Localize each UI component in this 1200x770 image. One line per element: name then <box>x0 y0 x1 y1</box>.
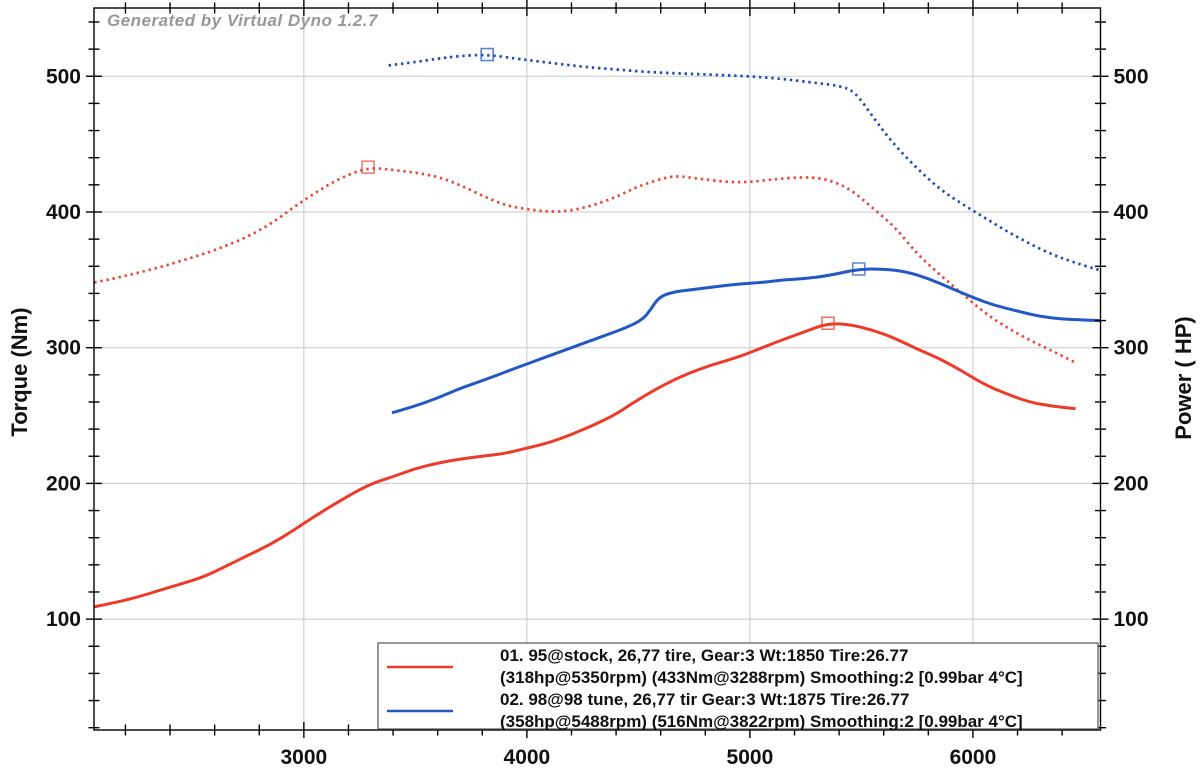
legend-box <box>377 642 1099 730</box>
x-tick-label: 6000 <box>950 746 997 769</box>
y-tick-label-left: 100 <box>46 608 81 631</box>
x-tick-label: 4000 <box>504 746 551 769</box>
left-axis-title: Torque (Nm) <box>7 307 32 437</box>
y-tick-label-left: 200 <box>46 472 81 495</box>
y-tick-label-left: 500 <box>46 65 81 88</box>
y-tick-label-right: 300 <box>1114 337 1149 360</box>
legend-entry-title: 01. 95@stock, 26,77 tire, Gear:3 Wt:1850… <box>500 646 908 665</box>
series-run1-power-hp <box>93 322 1076 609</box>
legend-entry-detail: (358hp@5488rpm) (516Nm@3822rpm) Smoothin… <box>500 712 1023 731</box>
peak-marker-run2-torque-nm <box>480 47 494 62</box>
series-run1-torque-nm <box>93 167 1077 364</box>
y-tick-label-right: 200 <box>1114 472 1149 495</box>
y-tick-label-left: 400 <box>46 201 81 224</box>
peak-marker-run1-torque-nm <box>361 160 375 174</box>
x-tick-label: 3000 <box>281 746 328 769</box>
plot-border <box>93 7 1102 731</box>
legend: 01. 95@stock, 26,77 tire, Gear:3 Wt:1850… <box>377 642 1099 731</box>
legend-entry-title: 02. 98@98 tune, 26,77 tir Gear:3 Wt:1875… <box>500 690 909 709</box>
tick-labels: 3000 4000 5000 6000 100 100 200 200 300 300 400 400… <box>46 65 1149 769</box>
axis-ticks <box>86 0 1109 738</box>
right-axis-title: Power ( HP) <box>1171 316 1196 440</box>
y-tick-label-left: 300 <box>46 337 81 360</box>
peak-marker-run2-power-hp <box>851 262 866 276</box>
legend-entry-detail: (318hp@5350rpm) (433Nm@3288rpm) Smoothin… <box>500 668 1023 687</box>
x-tick-label: 5000 <box>727 746 774 769</box>
y-tick-label-right: 100 <box>1114 608 1149 631</box>
y-tick-label-right: 500 <box>1114 65 1149 88</box>
y-tick-label-right: 400 <box>1114 201 1149 224</box>
series-run2-power-hp <box>391 267 1101 415</box>
peak-marker-run1-power-hp <box>821 316 835 331</box>
series-run2-torque-nm <box>388 53 1101 272</box>
watermark-text: Generated by Virtual Dyno 1.2.7 <box>107 11 378 30</box>
gridlines <box>94 8 1101 730</box>
